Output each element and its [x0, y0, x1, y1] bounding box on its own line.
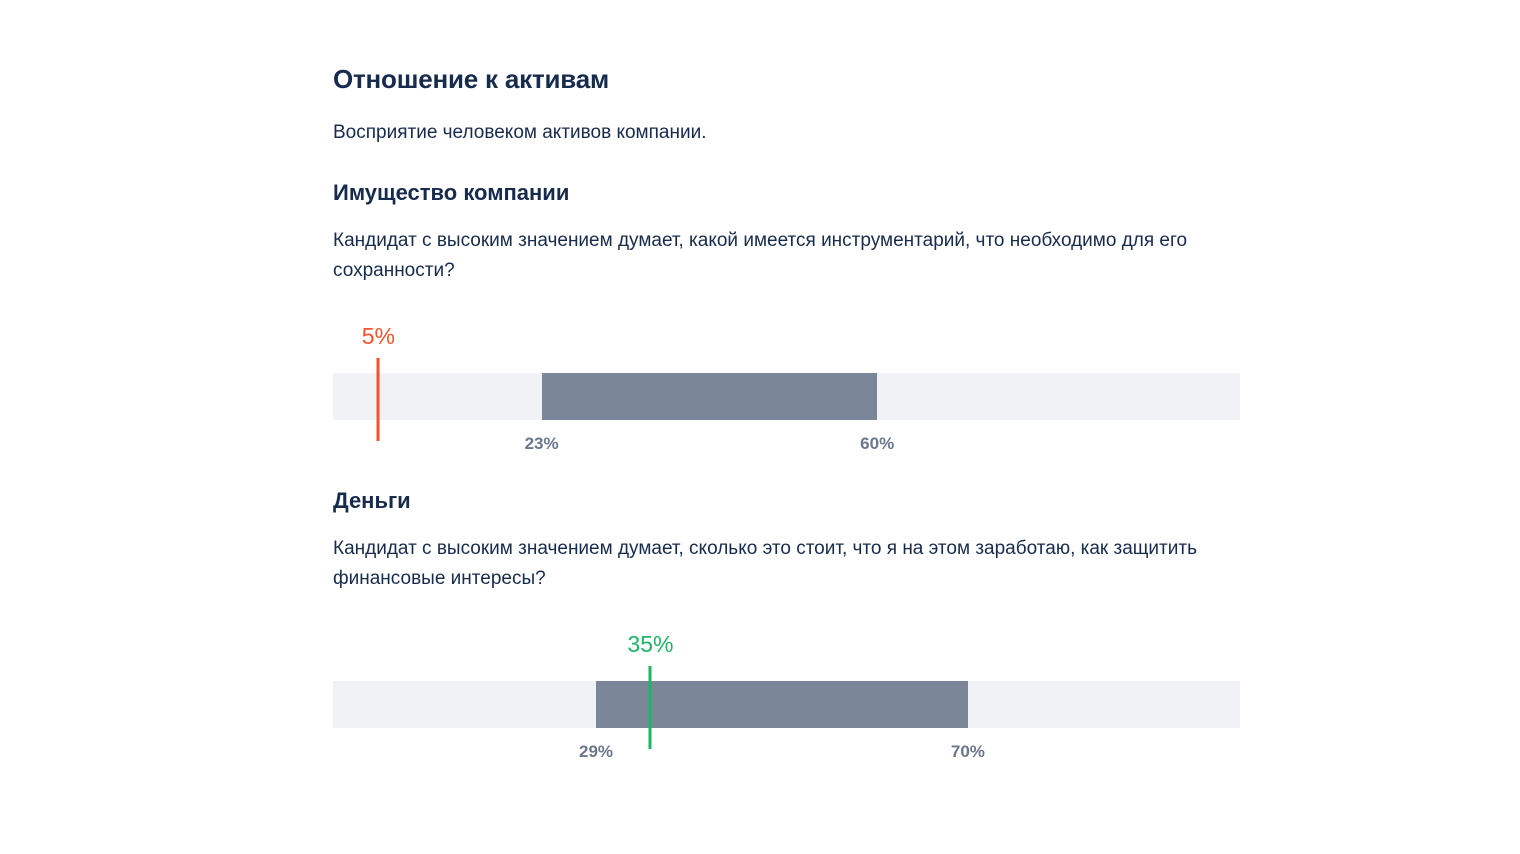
scale-money: 29% 70% 35%: [333, 631, 1240, 761]
value-marker-label: 35%: [627, 631, 674, 657]
section-description-company-property: Кандидат с высоким значением думает, как…: [333, 230, 1188, 281]
page-title: Отношение к активам: [333, 64, 610, 94]
range-low-label: 23%: [524, 434, 559, 453]
scale-range-bar: [541, 373, 878, 420]
section-title-company-property: Имущество компании: [333, 180, 570, 205]
range-high-label: 70%: [950, 742, 985, 761]
range-low-label: 29%: [579, 742, 614, 761]
value-marker-label: 5%: [361, 323, 395, 349]
value-marker-line: [648, 666, 652, 749]
value-marker-line: [376, 358, 380, 441]
section-title-money: Деньги: [333, 488, 411, 513]
scale-range-bar: [596, 681, 968, 728]
scale-company-property: 23% 60% 5%: [333, 323, 1240, 453]
range-high-label: 60%: [860, 434, 895, 453]
section-description-money: Кандидат с высоким значением думает, ско…: [333, 538, 1197, 589]
page-subtitle: Восприятие человеком активов компании.: [333, 122, 707, 143]
